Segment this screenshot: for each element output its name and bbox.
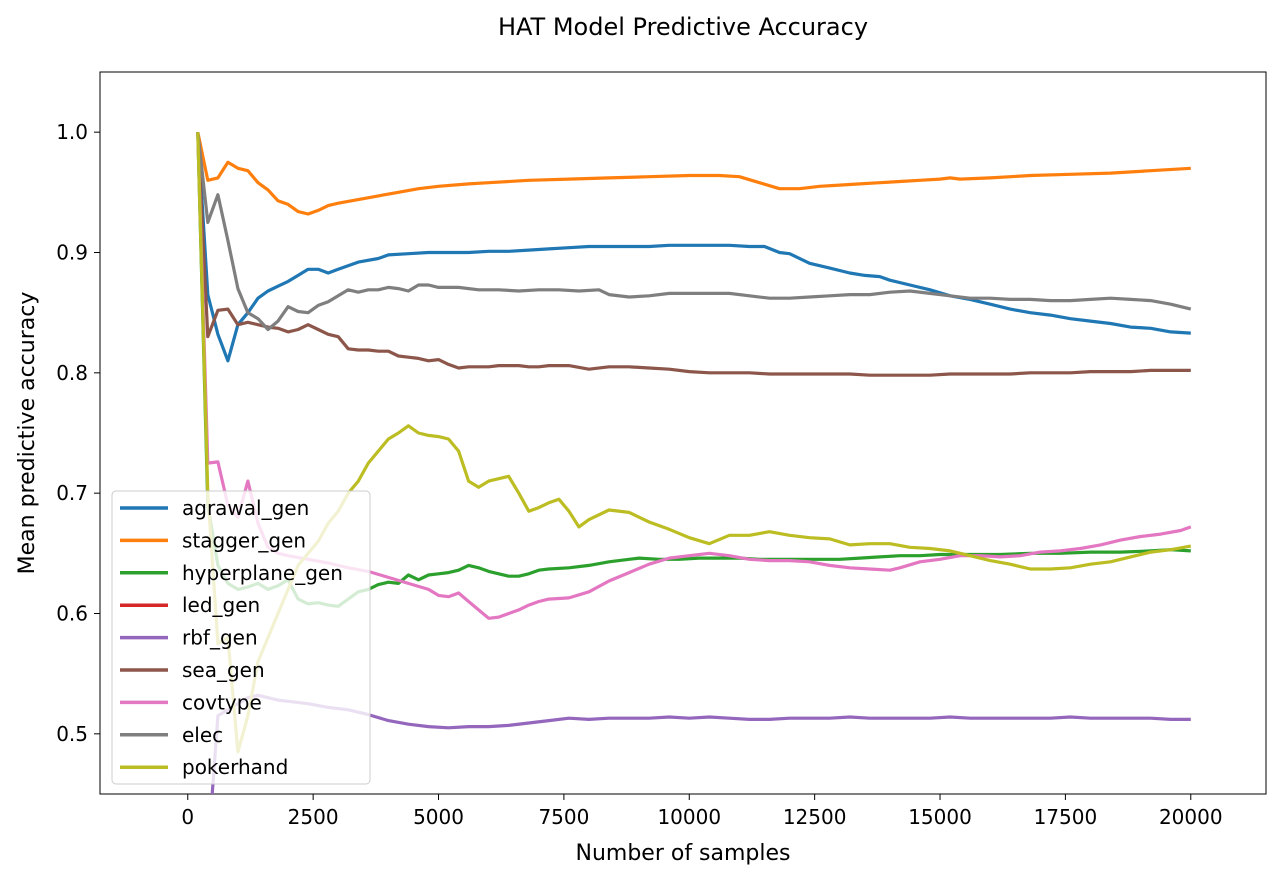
legend-label-sea_gen: sea_gen bbox=[182, 658, 265, 682]
x-tick-label: 15000 bbox=[908, 805, 972, 829]
x-tick-label: 17500 bbox=[1034, 805, 1098, 829]
y-tick-label: 0.9 bbox=[56, 241, 88, 265]
x-axis-label: Number of samples bbox=[575, 841, 790, 866]
y-tick-label: 0.5 bbox=[56, 722, 88, 746]
plot-frame bbox=[99, 71, 1267, 795]
legend: agrawal_gen stagger_gen hyperplane_gen led_… bbox=[111, 490, 371, 785]
legend-label-pokerhand: pokerhand bbox=[182, 755, 288, 779]
legend-label-covtype: covtype bbox=[182, 690, 262, 714]
legend-label-agrawal_gen: agrawal_gen bbox=[182, 496, 309, 520]
legend-label-stagger_gen: stagger_gen bbox=[182, 528, 306, 552]
y-tick-label: 0.8 bbox=[56, 361, 88, 385]
y-tick-label: 0.6 bbox=[56, 602, 88, 626]
legend-label-hyperplane_gen: hyperplane_gen bbox=[182, 561, 343, 585]
legend-box bbox=[111, 490, 371, 785]
y-axis: 0.5 0.6 0.7 0.8 0.9 1.0 bbox=[56, 120, 100, 746]
x-tick-label: 12500 bbox=[783, 805, 847, 829]
series-line-agrawal_gen bbox=[196, 132, 1191, 363]
legend-label-led_gen: led_gen bbox=[182, 593, 260, 617]
x-tick-label: 20000 bbox=[1159, 805, 1223, 829]
x-tick-label: 2500 bbox=[288, 805, 339, 829]
y-tick-label: 1.0 bbox=[56, 120, 88, 144]
series-line-elec bbox=[196, 132, 1192, 332]
x-tick-label: 5000 bbox=[413, 805, 464, 829]
x-tick-label: 0 bbox=[181, 805, 194, 829]
x-tick-label: 10000 bbox=[657, 805, 721, 829]
y-tick-label: 0.7 bbox=[56, 481, 88, 505]
legend-label-rbf_gen: rbf_gen bbox=[182, 626, 258, 650]
legend-label-elec: elec bbox=[182, 723, 223, 747]
y-axis-label: Mean predictive accuracy bbox=[15, 292, 40, 575]
x-tick-label: 7500 bbox=[538, 805, 589, 829]
x-axis: 0 2500 5000 7500 10000 12500 15000 17500 20000 bbox=[181, 794, 1223, 829]
chart-title: HAT Model Predictive Accuracy bbox=[498, 13, 868, 41]
series-line-sea_gen bbox=[196, 132, 1191, 377]
series-line-stagger_gen bbox=[196, 131, 1191, 216]
